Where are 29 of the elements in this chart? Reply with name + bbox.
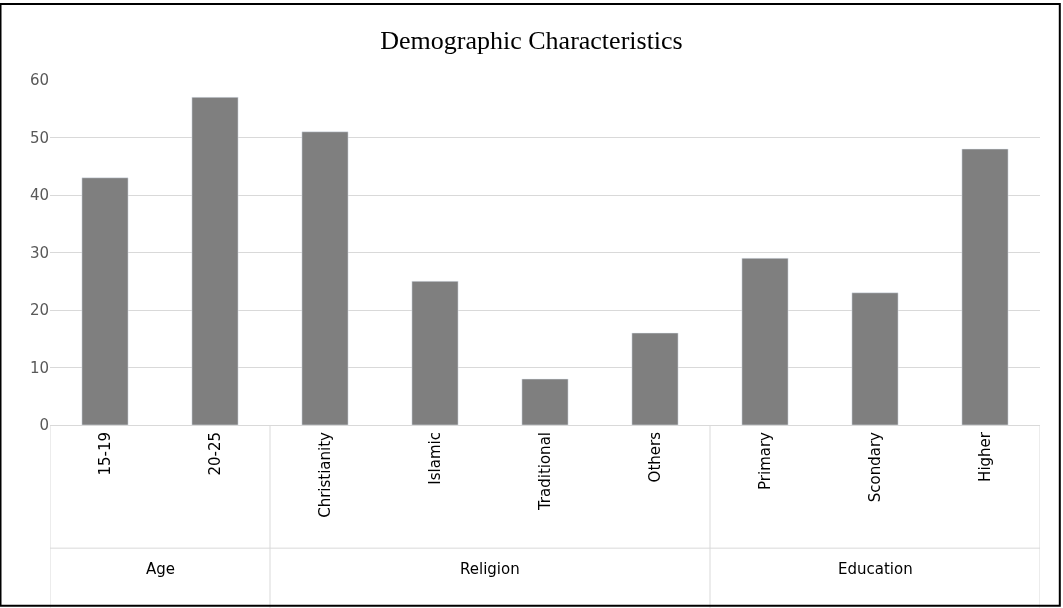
bar [411,281,459,425]
bar [301,131,349,425]
y-tick-label: 0 [39,416,49,435]
x-tick-label: Scondary [865,431,884,503]
bar [631,332,679,425]
bar [961,148,1009,425]
y-tick-label: 50 [29,128,49,147]
chart-title: Demographic Characteristics [380,25,683,55]
x-tick-label: 15-19 [95,432,114,476]
y-tick-label: 20 [29,301,49,320]
x-tick-label: Christianity [315,431,334,518]
bar [81,177,129,425]
x-tick-label: Higher [975,431,994,482]
y-tick-label: 40 [29,186,49,205]
x-tick-label: Traditional [535,432,554,512]
x-tick-label: 20-25 [205,432,224,476]
x-tick-label: Others [645,431,664,483]
bar [851,292,899,425]
y-tick-label: 30 [29,243,49,262]
bar [191,97,239,425]
text: Education [838,560,913,578]
y-tick-label: 10 [29,358,49,377]
y-tick-label: 60 [29,71,49,90]
text: Religion [460,560,520,578]
text: Age [146,560,176,578]
bar [521,378,569,425]
bar [741,258,789,425]
x-tick-label: Islamic [425,432,444,485]
x-tick-label: Primary [755,431,774,490]
